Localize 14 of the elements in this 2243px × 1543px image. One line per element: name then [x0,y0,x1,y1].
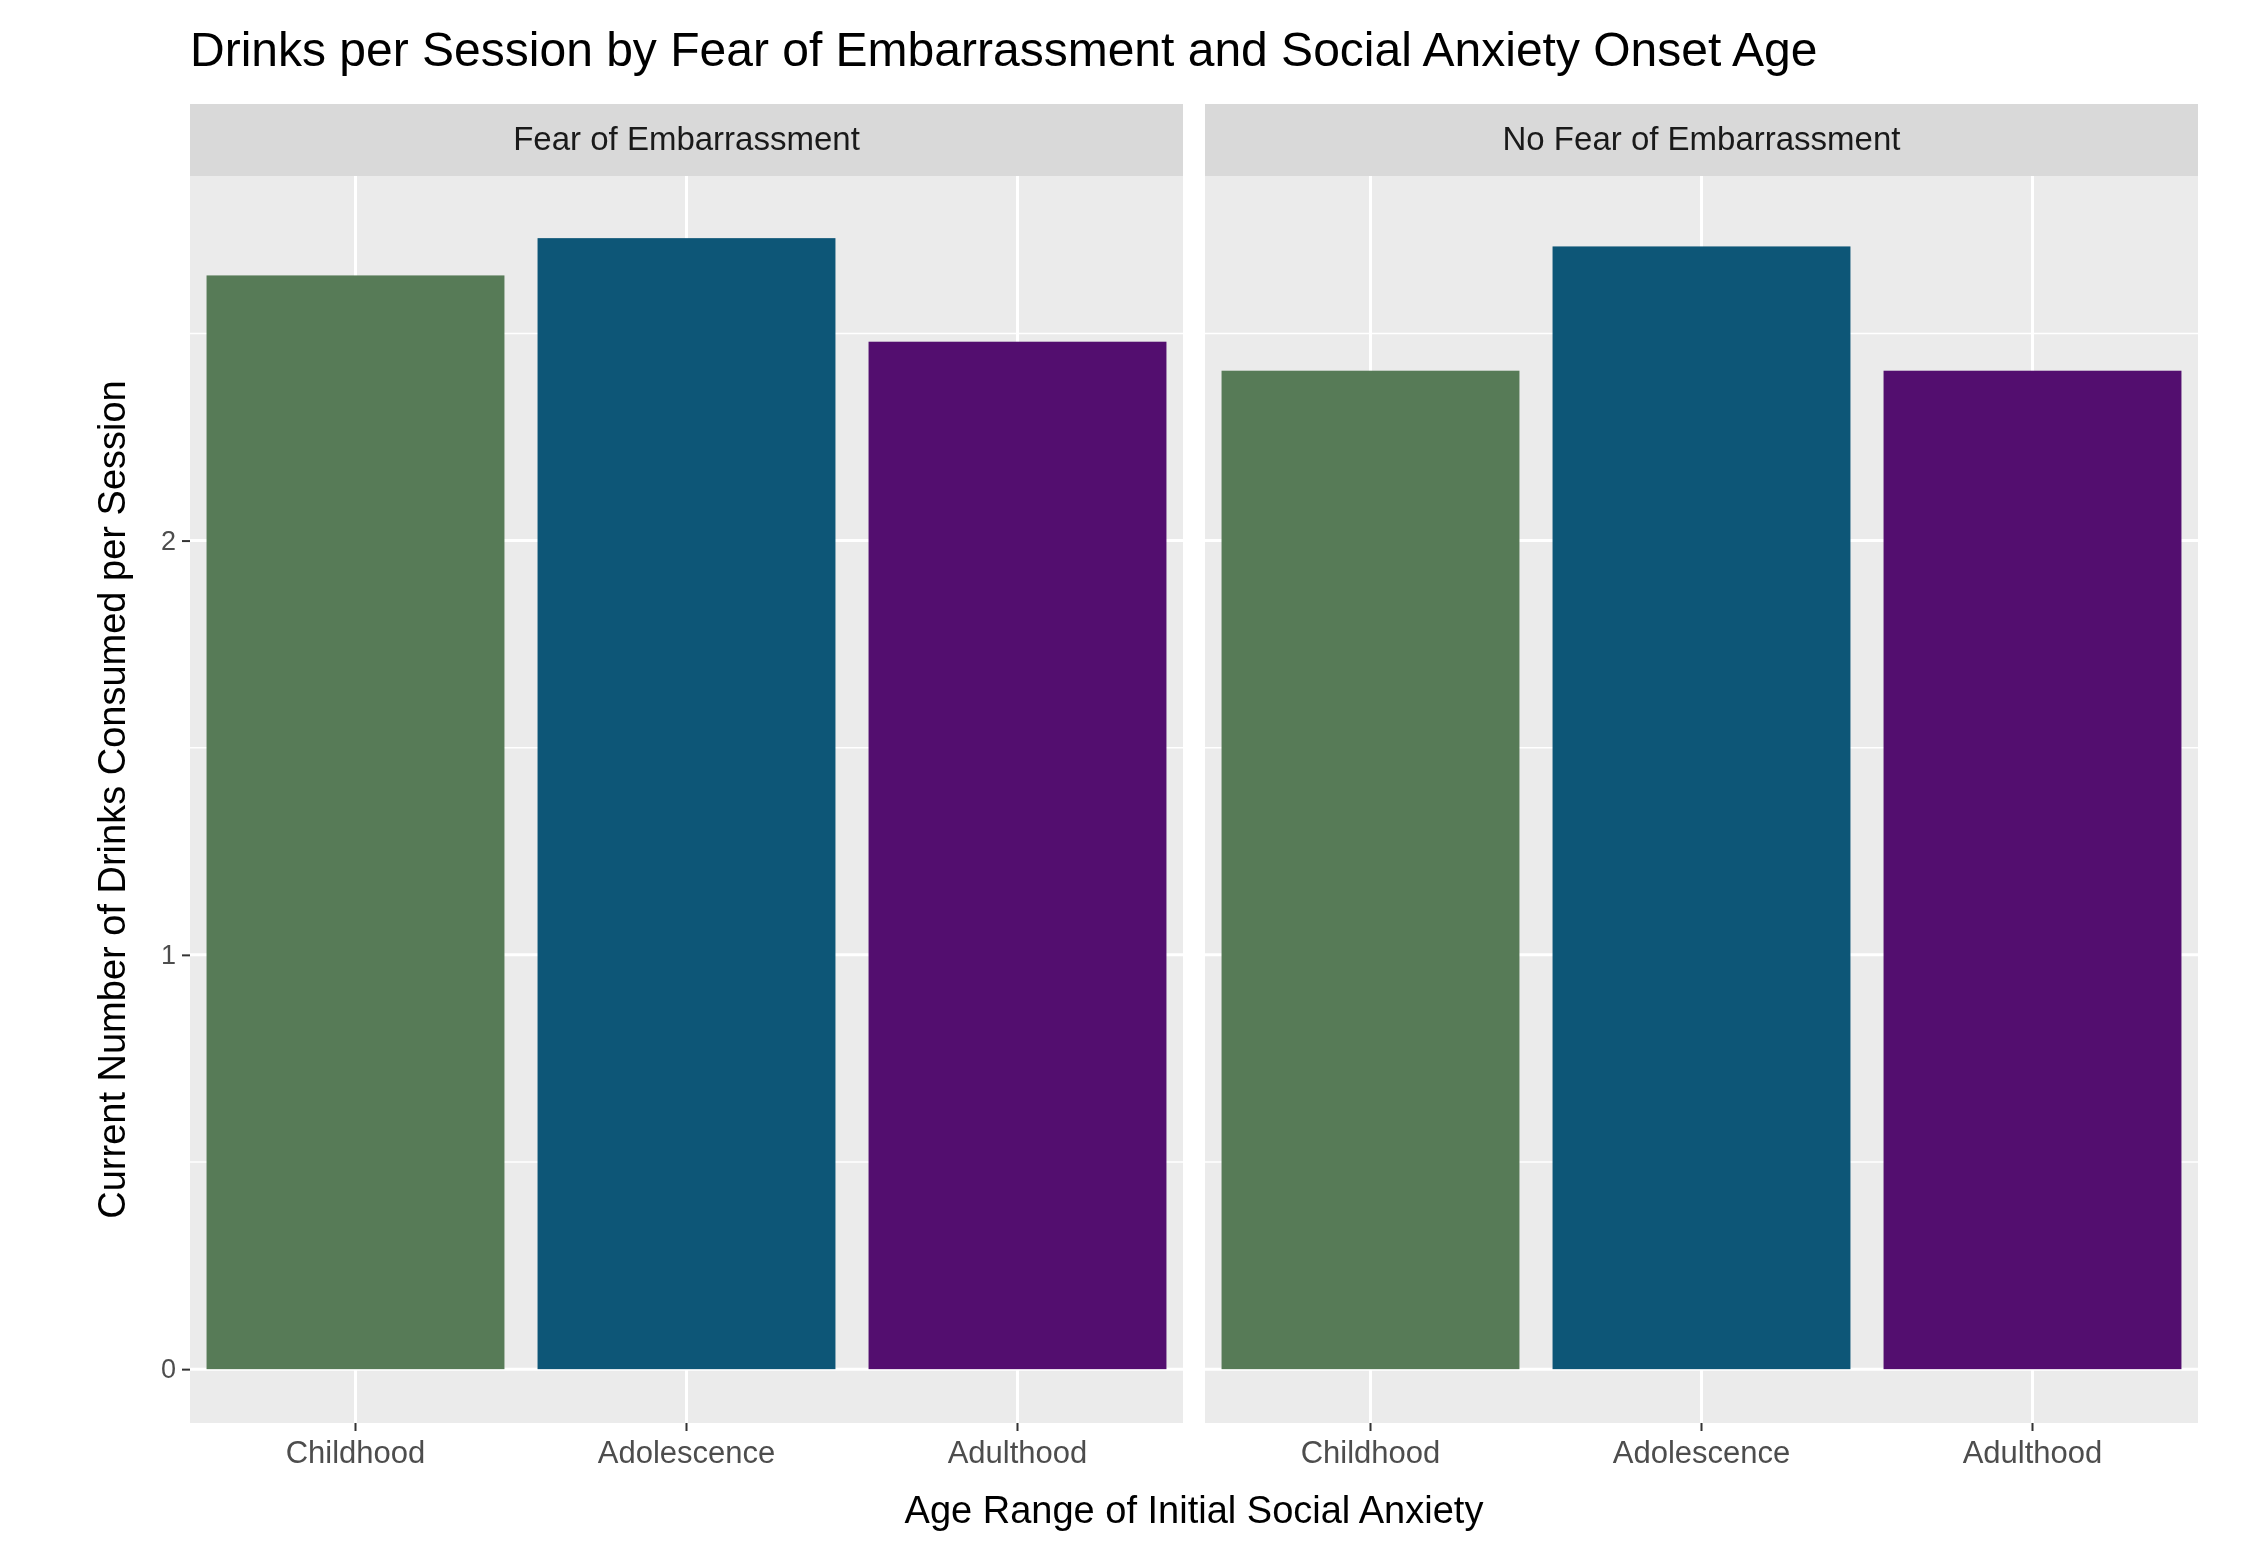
x-tick-label: Adolescence [597,1435,776,1471]
chart-subtitle: Fear of Embarrassment [513,120,860,157]
y-tick-label: 1 [160,940,176,970]
y-tick-label: 0 [160,1354,176,1385]
x-tick-label: Adolescence [1612,1435,1791,1471]
y-axis-title: Current Number of Drinks Consumed per Session [91,380,133,1219]
x-tick-label: Childhood [285,1435,426,1471]
x-tick-label: Adulthood [947,1435,1088,1471]
chart-title: Drinks per Session by Fear of Embarrassment and Social Anxiety Onset Age [190,23,1818,76]
chart-subtitle: No Fear of Embarrassment [1502,120,1901,157]
y-tick-label: 2 [160,525,176,556]
x-axis-title: Age Range of Initial Social Anxiety [904,1489,1484,1531]
x-tick-label: Adulthood [1962,1435,2103,1471]
x-tick-label: Childhood [1300,1435,1441,1471]
